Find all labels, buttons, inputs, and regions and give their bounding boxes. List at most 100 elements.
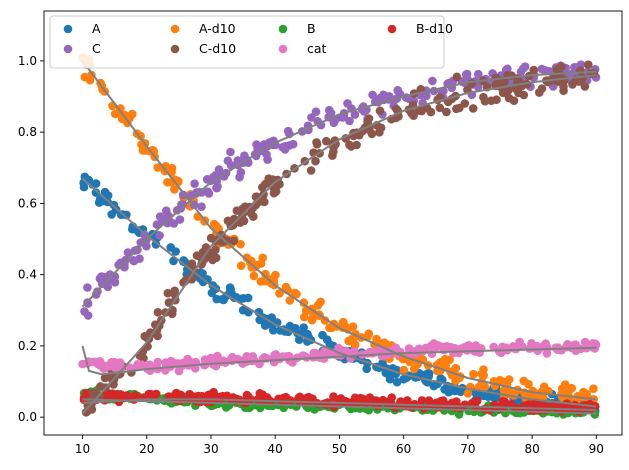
scatter-point bbox=[468, 104, 478, 113]
scatter-point bbox=[455, 103, 464, 113]
scatter-point bbox=[316, 297, 325, 307]
legend-item-cat: cat bbox=[278, 41, 327, 56]
x-tick-label: 20 bbox=[139, 442, 154, 456]
x-tick-label: 60 bbox=[396, 442, 411, 456]
scatter-point bbox=[368, 90, 377, 100]
scatter-point bbox=[454, 348, 463, 358]
scatter-point bbox=[275, 179, 284, 189]
scatter-point bbox=[78, 359, 87, 369]
scatter-point bbox=[329, 118, 339, 128]
scatter-point bbox=[108, 358, 118, 368]
scatter-point bbox=[504, 387, 514, 396]
scatter-point bbox=[212, 294, 221, 304]
scatter-point bbox=[339, 317, 348, 327]
scatter-point bbox=[391, 344, 401, 354]
scatter-point bbox=[483, 391, 493, 401]
scatter-point bbox=[479, 365, 488, 374]
scatter-point bbox=[163, 288, 173, 298]
scatter-point bbox=[155, 231, 164, 240]
scatter-point bbox=[82, 175, 91, 184]
fit-curves bbox=[81, 60, 597, 415]
scatter-point bbox=[445, 355, 454, 365]
scatter-point bbox=[560, 380, 570, 389]
scatter-point bbox=[192, 188, 201, 197]
scatter-point bbox=[442, 107, 451, 117]
scatter-point bbox=[417, 106, 426, 116]
scatter-point bbox=[128, 109, 137, 119]
scatter-point bbox=[166, 356, 176, 366]
scatter-point bbox=[579, 387, 588, 397]
scatter-point bbox=[275, 289, 284, 298]
scatter-point bbox=[381, 368, 391, 378]
scatter-point bbox=[585, 400, 595, 409]
scatter-point bbox=[306, 166, 316, 175]
scatter-point bbox=[213, 181, 222, 191]
scatter-point bbox=[167, 163, 177, 173]
scatter-point bbox=[410, 364, 419, 374]
scatter-point bbox=[452, 72, 462, 82]
scatter-point bbox=[487, 96, 496, 105]
scatter-point bbox=[112, 391, 121, 400]
scatter-point bbox=[378, 395, 388, 405]
fit-curve bbox=[82, 398, 597, 412]
scatter-point bbox=[350, 393, 360, 403]
scatter-point bbox=[151, 240, 161, 249]
scatter-point bbox=[122, 391, 132, 400]
scatter-point bbox=[371, 396, 381, 405]
scatter-point bbox=[469, 369, 478, 379]
x-tick-label: 30 bbox=[203, 442, 218, 456]
scatter-point bbox=[362, 364, 372, 374]
scatter-point bbox=[140, 332, 149, 341]
fit-curve bbox=[81, 60, 597, 401]
axes-frame bbox=[43, 10, 623, 436]
x-tick-label: 90 bbox=[589, 442, 604, 456]
legend-marker bbox=[387, 24, 397, 34]
scatter-point bbox=[242, 352, 251, 361]
scatter-point bbox=[407, 108, 416, 118]
y-tick-label: 1.0 bbox=[18, 54, 37, 68]
x-axis: 10 20 30 40 50 60 70 80 90 bbox=[75, 435, 604, 456]
scatter-point bbox=[312, 138, 321, 147]
scatter-point bbox=[326, 108, 336, 118]
scatter-point bbox=[580, 337, 590, 347]
scatter-point bbox=[552, 65, 562, 74]
x-tick-label: 10 bbox=[75, 442, 90, 456]
scatter-point bbox=[153, 163, 162, 172]
scatter-point bbox=[271, 187, 281, 196]
scatter-point bbox=[263, 155, 272, 164]
scatter-point bbox=[131, 391, 140, 400]
scatter-point bbox=[81, 408, 91, 417]
legend-label: cat bbox=[307, 41, 327, 56]
fit-curve bbox=[81, 177, 597, 408]
scatter-point bbox=[417, 396, 427, 405]
scatter-point bbox=[294, 394, 303, 403]
scatter-point bbox=[386, 398, 396, 408]
scatter-point bbox=[197, 253, 206, 263]
scatter-point bbox=[325, 340, 335, 349]
scatter-point bbox=[404, 344, 414, 353]
scatter-point bbox=[392, 377, 402, 387]
scatter-point bbox=[163, 178, 172, 187]
scatter-point bbox=[116, 104, 125, 113]
fit-curve bbox=[82, 398, 597, 415]
legend: A A-d10 B B-d10 C C-d10 cat bbox=[49, 15, 453, 69]
scatter-point bbox=[303, 329, 312, 339]
scatter-point bbox=[110, 109, 120, 119]
scatter-point bbox=[249, 271, 259, 281]
scatter-point bbox=[343, 99, 352, 108]
scatter-point bbox=[270, 350, 279, 360]
scatter-point bbox=[467, 79, 477, 88]
scatter-point bbox=[345, 116, 354, 126]
scatter-point bbox=[439, 345, 449, 355]
legend-marker bbox=[63, 44, 73, 54]
legend-label: B bbox=[307, 21, 316, 36]
scatter-point bbox=[589, 384, 598, 394]
scatter-point bbox=[480, 96, 490, 106]
scatter-point bbox=[472, 390, 482, 399]
x-tick-label: 40 bbox=[268, 442, 283, 456]
scatter-point bbox=[578, 73, 587, 83]
scatter-point bbox=[153, 308, 163, 317]
scatter-point bbox=[103, 191, 113, 200]
scatter-point bbox=[135, 254, 144, 263]
scatter-point bbox=[516, 67, 526, 77]
